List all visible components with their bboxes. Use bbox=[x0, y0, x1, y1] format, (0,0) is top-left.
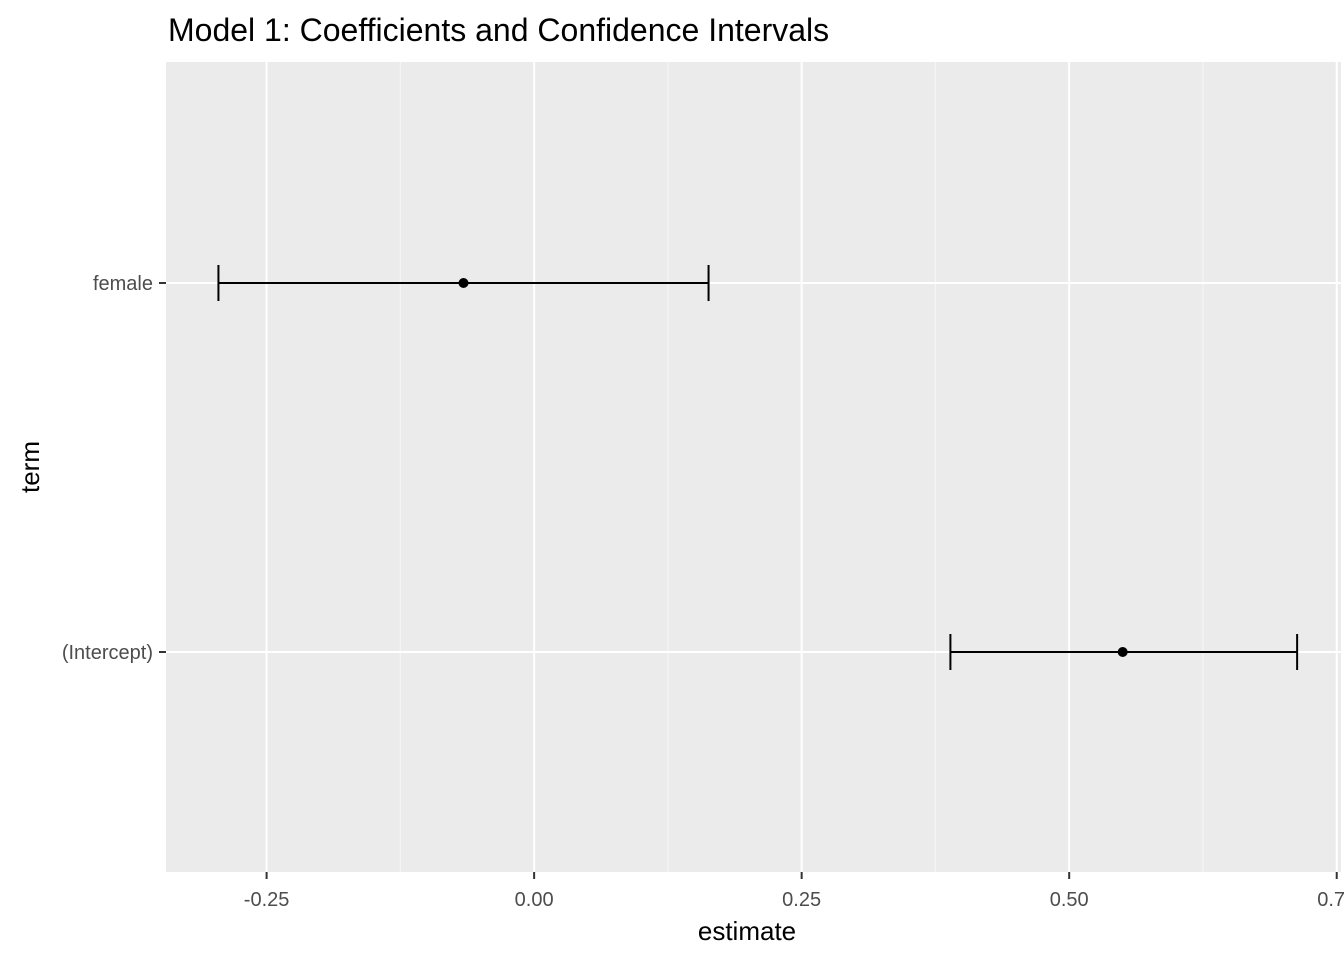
estimate-point bbox=[458, 278, 469, 288]
y-tick-label: female bbox=[93, 273, 153, 295]
estimate-points bbox=[458, 278, 1128, 657]
x-tick-label: 0.25 bbox=[782, 889, 821, 911]
x-axis-label: estimate bbox=[698, 916, 796, 946]
minor-gridlines bbox=[399, 62, 1204, 872]
x-tick-label: 0.75 bbox=[1317, 889, 1344, 911]
y-tick-label: (Intercept) bbox=[62, 642, 153, 664]
x-tick-label: 0.00 bbox=[515, 889, 554, 911]
estimate-point bbox=[1117, 647, 1128, 657]
x-tick-label: -0.25 bbox=[244, 889, 290, 911]
y-axis-label: term bbox=[15, 441, 45, 493]
plot-panel bbox=[166, 62, 1341, 872]
chart-title: Model 1: Coefficients and Confidence Int… bbox=[168, 12, 829, 48]
x-axis: -0.25 0.00 0.25 0.50 0.75 bbox=[244, 872, 1344, 911]
x-tick-label: 0.50 bbox=[1050, 889, 1089, 911]
y-axis: female (Intercept) bbox=[62, 273, 166, 664]
major-gridlines bbox=[166, 62, 1341, 872]
